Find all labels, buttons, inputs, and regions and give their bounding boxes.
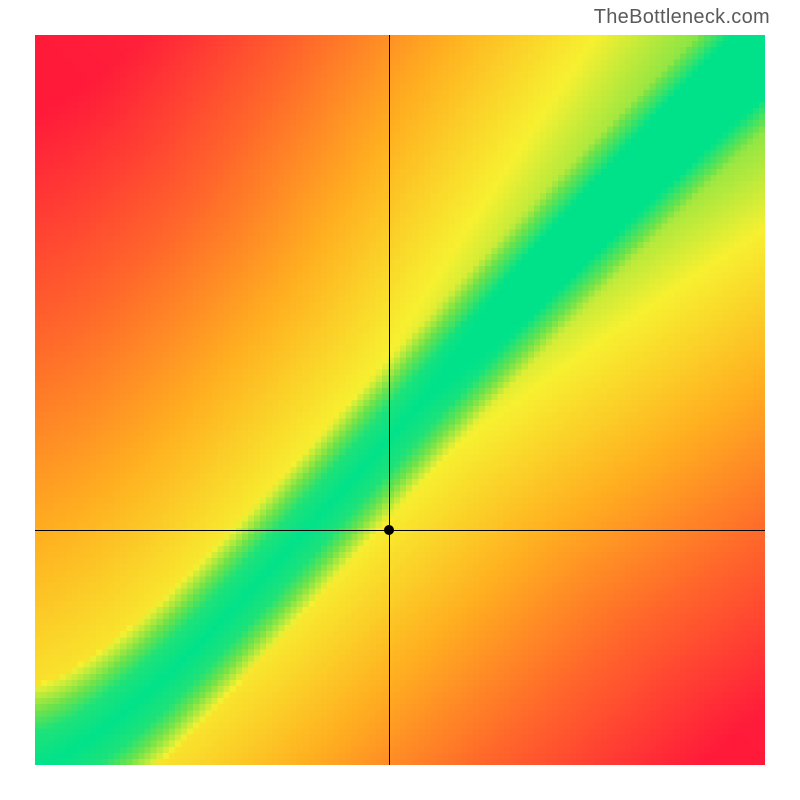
bottleneck-heatmap bbox=[35, 35, 765, 765]
watermark-text: TheBottleneck.com bbox=[594, 6, 770, 29]
crosshair-vertical bbox=[389, 35, 390, 765]
crosshair-horizontal bbox=[35, 530, 765, 531]
heatmap-canvas bbox=[35, 35, 765, 765]
selection-marker bbox=[384, 525, 394, 535]
